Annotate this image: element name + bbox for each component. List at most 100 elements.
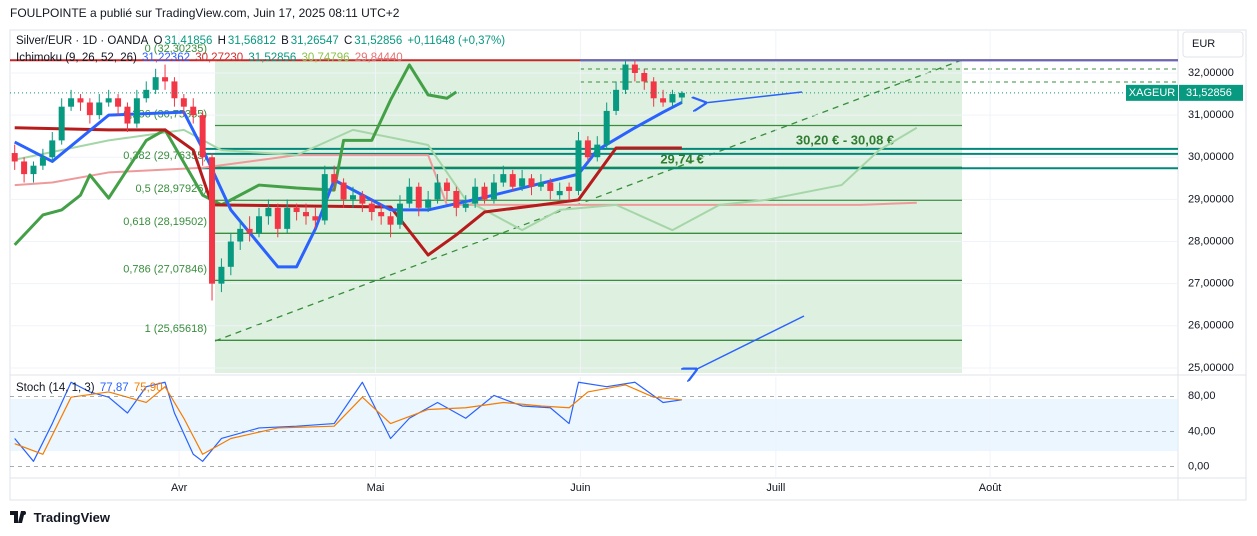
candle-body: [359, 195, 366, 204]
y-tick-label: 0,00: [1188, 460, 1209, 472]
y-tick-label: 31,00000: [1188, 109, 1234, 121]
ohlc-value: 31,26547: [290, 35, 339, 47]
candle-body: [293, 207, 300, 213]
ohlc-label: H: [217, 35, 226, 47]
ichimoku-legend: Ichimoku (9, 26, 52, 26) 31,22362 30,272…: [16, 52, 405, 64]
currency-box[interactable]: [1182, 31, 1244, 58]
candle-body: [660, 98, 667, 103]
ohlc-value: 31,52856: [354, 35, 403, 47]
candle-body: [472, 186, 479, 204]
logo: TradingView: [10, 507, 110, 525]
candle-body: [49, 140, 56, 158]
candle-body: [96, 102, 103, 116]
candle-body: [209, 157, 216, 284]
fib-label: 0,618 (28,19502): [123, 216, 207, 228]
candle-body: [162, 77, 169, 82]
candle-body: [124, 106, 131, 124]
y-tick-label: 25,00000: [1188, 362, 1234, 374]
ichimoku-value: 29,84440: [354, 52, 403, 64]
ohlc-label: O: [153, 35, 163, 47]
candle-body: [68, 98, 75, 107]
candle-body: [594, 144, 601, 158]
candle-body: [368, 203, 375, 213]
candle-body: [500, 174, 507, 183]
logo-text: TradingView: [33, 510, 110, 525]
y-tick-label: 30,00000: [1188, 151, 1234, 163]
candle-body: [180, 98, 187, 107]
candle-body: [340, 182, 347, 200]
price-badge-text: 31,52856: [1186, 87, 1232, 99]
candle-body: [331, 174, 338, 183]
candle-body: [58, 106, 65, 141]
candle-body: [603, 110, 610, 145]
main-pane: 0 (32,30235)0,236 (30,75355)0,382 (29,76…: [10, 30, 1178, 373]
candle-body: [11, 153, 18, 162]
candle-body: [312, 216, 319, 221]
candle-body: [396, 203, 403, 225]
candle-body: [443, 182, 450, 191]
ichimoku-value: 31,52856: [248, 52, 297, 64]
candle-body: [566, 186, 573, 191]
currency: EUR: [1192, 38, 1215, 50]
arrow: [695, 315, 805, 370]
annotation: 29,74 €: [660, 152, 703, 167]
candle-body: [274, 207, 281, 229]
candle-body: [237, 228, 244, 242]
candle-body: [143, 89, 150, 99]
candle-body: [387, 216, 394, 225]
candle-body: [284, 207, 291, 229]
indicator-line: [14, 154, 917, 206]
ohlc-label: C: [343, 35, 353, 47]
fib-label: 0 (32,30235): [145, 43, 207, 55]
frame: [9, 29, 1247, 501]
annotation: 30,20 € - 30,08 €: [796, 132, 894, 147]
candle-body: [378, 212, 385, 217]
stoch-legend: Stoch (14, 1, 3) 77,87 75,90: [16, 382, 165, 394]
ichimoku-value: 31,22362: [142, 52, 190, 64]
x-tick-label: Juill: [766, 482, 785, 494]
candle-body: [321, 174, 328, 221]
candle-body: [227, 241, 234, 267]
candle-body: [39, 157, 46, 166]
stoch-band: [10, 399, 1178, 451]
candle-body: [650, 81, 657, 99]
ichimoku-value: 30,27230: [195, 52, 244, 64]
candle-body: [171, 81, 178, 99]
indicator-line: [14, 381, 682, 462]
candle-body: [246, 228, 253, 234]
candle-body: [30, 165, 37, 175]
candle-body: [105, 98, 112, 103]
ohlc-value: 31,56812: [227, 35, 276, 47]
candle-body: [21, 161, 28, 175]
candle-body: [631, 64, 638, 73]
candle-body: [481, 186, 488, 200]
candle-body: [86, 102, 93, 116]
fib-label: 1 (25,65618): [145, 323, 207, 335]
candle-body: [190, 106, 197, 116]
x-tick-label: Août: [979, 482, 1002, 494]
candle-body: [641, 72, 648, 82]
candle-body: [622, 64, 629, 90]
ichimoku: Ichimoku (9, 26, 52, 26): [16, 52, 137, 64]
price-badge: [1179, 84, 1243, 101]
logo-icon: [10, 507, 28, 523]
candle-body: [613, 89, 620, 111]
candle-body: [349, 195, 356, 200]
indicator-line: [14, 384, 682, 455]
candle-body: [218, 266, 225, 284]
candle-body: [256, 216, 263, 234]
indicator-line: [14, 126, 682, 257]
change: +0,11648 (+0,37%): [407, 35, 506, 47]
fib-label: 0,786 (27,07846): [123, 263, 207, 275]
candle-body: [434, 182, 441, 200]
symbol-badge-text: XAGEUR: [1129, 87, 1176, 99]
y-tick-label: 80,00: [1188, 390, 1216, 402]
candle-body: [462, 203, 469, 208]
candle-body: [199, 115, 206, 158]
candle-body: [519, 178, 526, 187]
indicator-line: [14, 126, 918, 232]
candle-body: [509, 174, 516, 187]
y-tick-label: 32,00000: [1188, 67, 1234, 79]
